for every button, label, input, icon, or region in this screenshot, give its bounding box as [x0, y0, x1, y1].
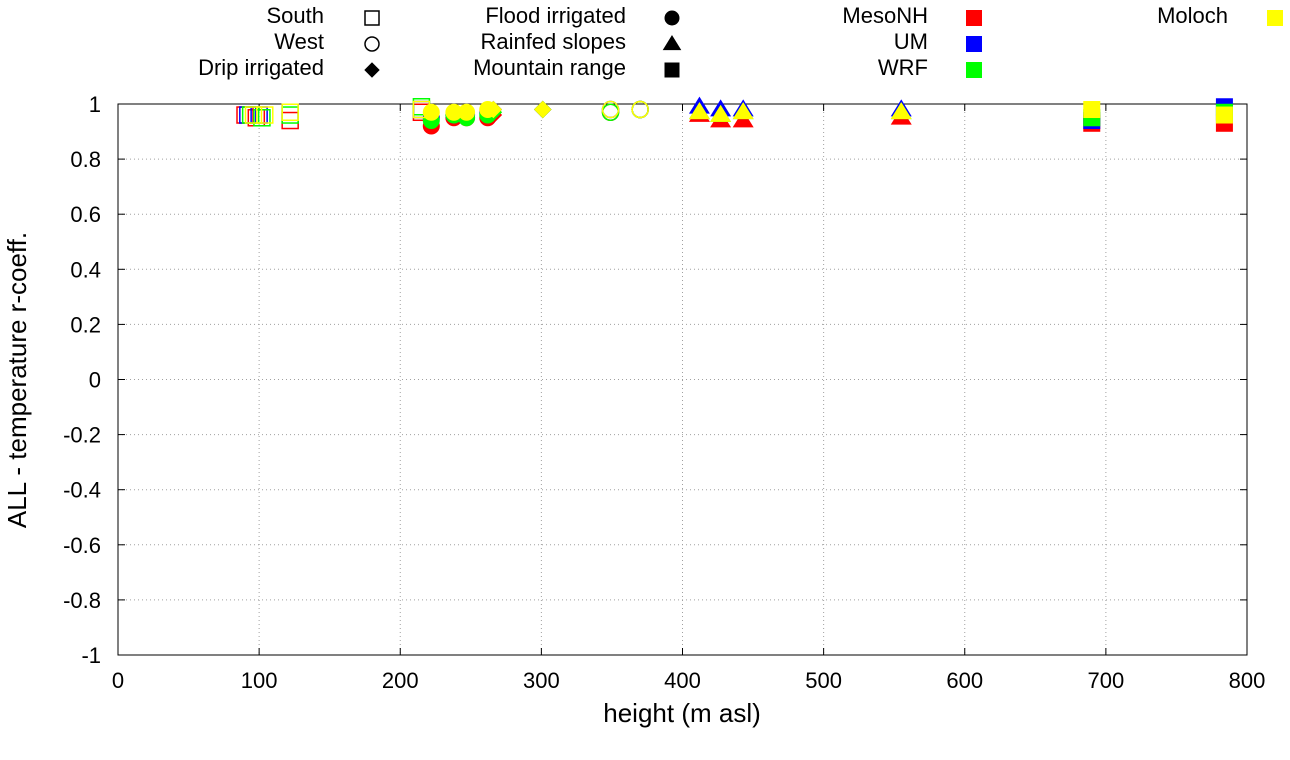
data-point: [631, 100, 649, 119]
legend-label: West: [274, 29, 324, 54]
data-point: [458, 103, 476, 121]
data-point: [244, 106, 263, 124]
legend-color-swatch: [966, 10, 982, 26]
data-points: [236, 96, 1233, 135]
data-point: [422, 103, 440, 121]
data-point: [256, 106, 274, 124]
x-tick-label: 700: [1088, 668, 1125, 693]
legend-marker: [664, 10, 680, 26]
x-tick-label: 600: [946, 668, 983, 693]
legend-label: WRF: [878, 55, 928, 80]
y-tick-label: -0.2: [63, 423, 101, 448]
data-point: [890, 102, 912, 120]
data-point: [534, 100, 552, 119]
y-tick-label: -1: [81, 643, 101, 668]
y-tick-label: 0.6: [70, 202, 101, 227]
data-point: [484, 100, 503, 119]
legend-color-swatch: [966, 36, 982, 52]
y-tick-label: -0.4: [63, 478, 101, 503]
legend-label: UM: [894, 29, 928, 54]
data-point: [688, 102, 710, 120]
data-point: [1215, 106, 1233, 124]
grid: [118, 104, 1247, 655]
legend-color-swatch: [966, 62, 982, 78]
x-tick-label: 0: [112, 668, 124, 693]
data-point: [1083, 101, 1101, 119]
legend-marker: [664, 62, 680, 78]
x-tick-label: 800: [1229, 668, 1266, 693]
y-tick-label: 0.4: [70, 257, 101, 282]
y-tick-label: 0.2: [70, 312, 101, 337]
legend-label: South: [267, 3, 325, 28]
y-tick-label: 1: [89, 92, 101, 117]
legend-label: Flood irrigated: [485, 3, 626, 28]
y-axis-label: ALL - temperature r-coeff.: [2, 232, 32, 528]
legend-color-swatch: [1267, 10, 1283, 26]
data-point: [601, 100, 620, 119]
legend-marker: [364, 62, 380, 78]
data-point: [732, 102, 754, 120]
legend-marker: [364, 36, 380, 52]
data-point: [281, 103, 299, 122]
legend-marker: [662, 34, 682, 51]
data-point: [710, 104, 732, 122]
x-tick-label: 100: [241, 668, 278, 693]
x-tick-label: 500: [805, 668, 842, 693]
x-tick-label: 300: [523, 668, 560, 693]
legend-label: Mountain range: [473, 55, 626, 80]
legend-marker: [364, 10, 380, 26]
legend-label: Moloch: [1157, 3, 1228, 28]
legend-label: MesoNH: [842, 3, 928, 28]
legend-label: Drip irrigated: [198, 55, 324, 80]
x-tick-label: 200: [382, 668, 419, 693]
legend-label: Rainfed slopes: [480, 29, 626, 54]
y-tick-label: -0.6: [63, 533, 101, 558]
axis-ticks: 0 100 200 300 400 500 600 700 80010.80.60.40.20-…: [63, 92, 1265, 693]
y-tick-label: -0.8: [63, 588, 101, 613]
x-axis-label: height (m asl): [603, 698, 761, 728]
x-tick-label: 400: [664, 668, 701, 693]
y-tick-label: 0.8: [70, 147, 101, 172]
y-tick-label: 0: [89, 368, 101, 393]
